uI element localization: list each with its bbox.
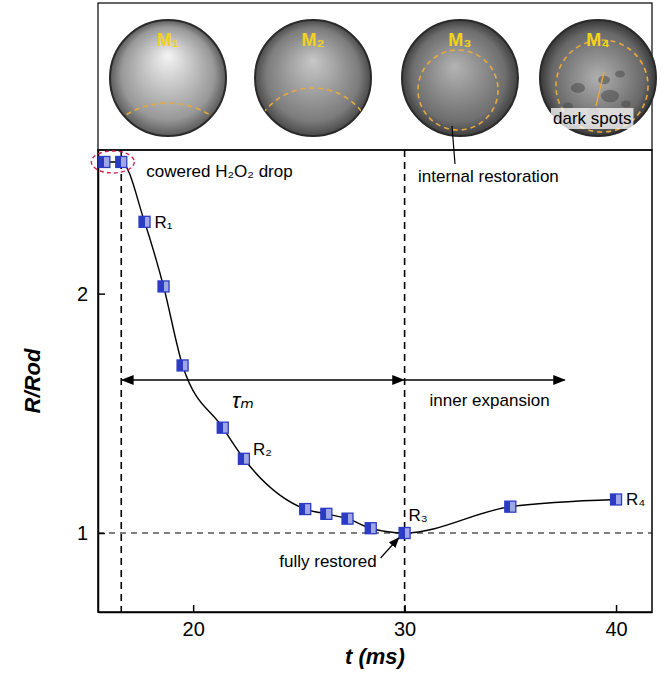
- data-point: [99, 156, 110, 167]
- tick-label: 30: [394, 618, 416, 640]
- dark-spot: [615, 71, 625, 78]
- chart-container: M₁M₂M₃M₄20304012t (ms)R/RodR₁R₂R₃R₄cower…: [0, 0, 662, 674]
- point-label: R₃: [409, 506, 428, 525]
- dark-spot: [598, 76, 610, 84]
- boundary-outline: [88, 103, 248, 263]
- tick-label: 20: [183, 618, 205, 640]
- tau-arrow: [122, 379, 403, 380]
- point-label: R₁: [155, 213, 173, 232]
- annotation: inner expansion: [430, 391, 550, 410]
- y-axis: 12: [77, 151, 105, 613]
- image-label: M₃: [448, 30, 471, 50]
- droplet-disc: [402, 20, 518, 136]
- data-point: [342, 513, 353, 524]
- dark-spot: [621, 101, 631, 108]
- droplet-disc: [110, 20, 226, 136]
- image-strip: M₁ M₂ M₃ M₄: [88, 3, 656, 263]
- y-axis-title: R/Rod: [20, 348, 45, 413]
- plot-frame: [98, 150, 652, 612]
- image-label: M₂: [302, 30, 325, 50]
- data-point: [139, 216, 150, 227]
- expansion-arrow: [405, 379, 565, 380]
- chart-svg: M₁M₂M₃M₄20304012t (ms)R/RodR₁R₂R₃R₄cower…: [0, 0, 662, 674]
- droplet-image: M₃: [402, 20, 518, 136]
- annotations: cowered H₂O₂ drop internal restoration dar…: [91, 72, 633, 571]
- point-label: R₄: [626, 490, 645, 509]
- droplet-image: M₂: [251, 20, 375, 212]
- annotation: fully restored: [279, 552, 376, 571]
- data-point: [217, 422, 228, 433]
- tick-mark: [616, 605, 618, 612]
- image-label: M₄: [586, 30, 610, 50]
- annotation: dark spots: [553, 109, 631, 128]
- data-point: [505, 501, 516, 512]
- droplet-image: M₁: [88, 20, 248, 263]
- annotation: cowered H₂O₂ drop: [146, 162, 292, 181]
- point-label: R₂: [253, 440, 272, 459]
- data-point: [238, 453, 249, 464]
- tick-mark: [98, 293, 105, 295]
- data-point: [300, 504, 311, 515]
- data-point: [399, 528, 410, 539]
- dark-spot: [571, 83, 585, 93]
- data-point: [365, 523, 376, 534]
- data-point: [611, 494, 622, 505]
- highlight-ellipse: [91, 151, 134, 173]
- droplet-image: M₄: [540, 20, 656, 136]
- leader-line: [452, 126, 455, 164]
- reference-vline: [404, 150, 406, 612]
- data-point: [321, 508, 332, 519]
- tick-mark: [193, 605, 195, 612]
- droplet-disc: [255, 20, 371, 136]
- data-line: [104, 162, 616, 533]
- data-point: [177, 360, 188, 371]
- restored-arrow: [381, 538, 399, 558]
- label-patch: [551, 108, 633, 129]
- point-labels: R₁ R₂ R₃ R₄: [155, 213, 646, 525]
- tick: 2: [77, 283, 105, 305]
- tick-label: 1: [77, 522, 88, 544]
- data-point: [116, 156, 127, 167]
- boundary-outline: [418, 50, 498, 130]
- x-axis: 20 30 40: [99, 605, 653, 640]
- droplet-disc: [540, 20, 656, 136]
- leader-line: [596, 72, 604, 106]
- tick: 20: [183, 605, 205, 640]
- tick: 40: [605, 605, 627, 640]
- image-label: M₁: [157, 30, 179, 50]
- reference-vline: [120, 150, 122, 612]
- x-axis-title: t (ms): [345, 644, 405, 669]
- tick-label: 40: [605, 618, 627, 640]
- annotation: τₘ: [232, 388, 254, 413]
- data-point: [158, 281, 169, 292]
- plot-area: [98, 150, 652, 612]
- annotation: internal restoration: [418, 167, 559, 186]
- tick-label: 2: [77, 283, 88, 305]
- dark-spot: [601, 90, 619, 103]
